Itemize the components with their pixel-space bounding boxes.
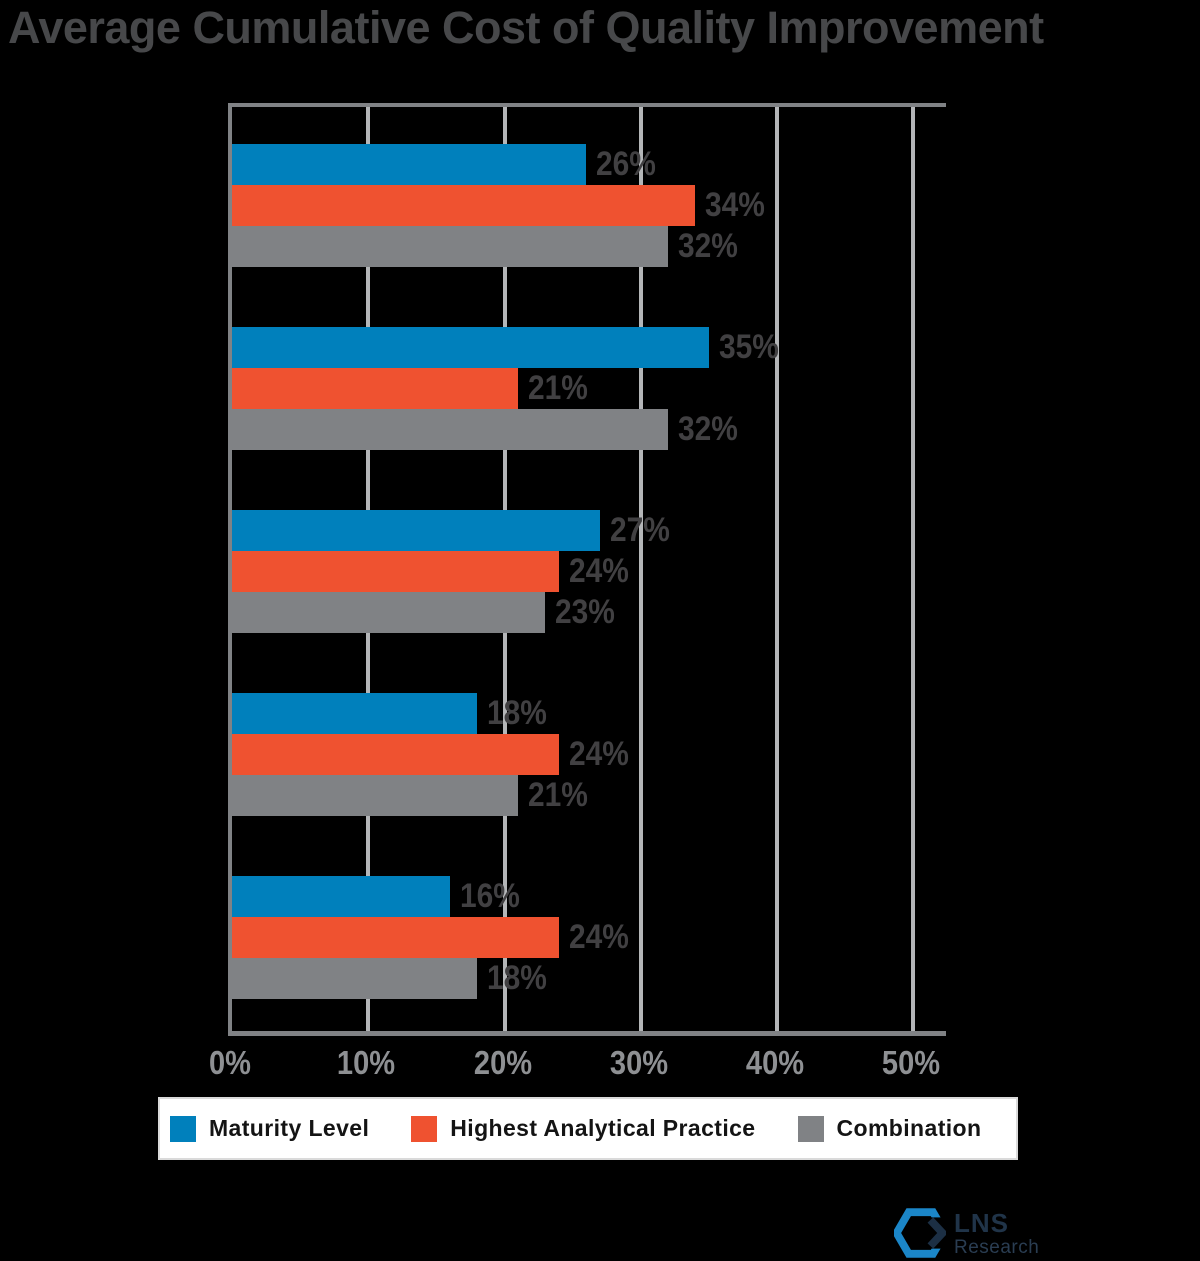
- bar-value-label: 32%: [678, 227, 738, 265]
- bar: [232, 958, 478, 999]
- gridline: [911, 107, 916, 1031]
- bar-row: 18%: [232, 958, 946, 999]
- bar-row: 23%: [232, 592, 946, 633]
- bar-value-label: 23%: [555, 593, 616, 631]
- bar-value-label: 18%: [487, 694, 548, 732]
- bar-row: 27%: [232, 510, 946, 551]
- bar: [232, 368, 519, 409]
- bar-row: 34%: [232, 185, 946, 226]
- lns-hexagon-logo-icon: [894, 1208, 946, 1258]
- gridline: [638, 107, 643, 1031]
- bar-row: 32%: [232, 409, 946, 450]
- bar-row: 26%: [232, 144, 946, 185]
- bar-row: 35%: [232, 327, 946, 368]
- bar-row: 18%: [232, 693, 946, 734]
- bar-row: 24%: [232, 734, 946, 775]
- bar-value-label: 32%: [678, 410, 738, 448]
- chart-title: Average Cumulative Cost of Quality Impro…: [8, 2, 1044, 53]
- x-tick-label: 10%: [337, 1044, 396, 1081]
- bar: [232, 917, 560, 958]
- x-tick-label: 20%: [473, 1044, 532, 1081]
- bar-value-label: 35%: [718, 328, 779, 366]
- bar: [232, 144, 587, 185]
- bar: [232, 327, 709, 368]
- bar-row: 21%: [232, 775, 946, 816]
- bar-value-label: 18%: [487, 959, 548, 997]
- plot-area: 26% 34% 32% 35% 21% 32% 27% 24% 23% 18% 24% 21% 16% 2…: [228, 103, 946, 1036]
- bar-value-label: 21%: [528, 776, 589, 814]
- legend-label: Highest Analytical Practice: [450, 1115, 756, 1141]
- x-axis-tick-labels: 0% 10% 20% 30% 40% 50%: [209, 1044, 944, 1081]
- bar-row: 21%: [232, 368, 946, 409]
- bar: [232, 510, 600, 551]
- bar-row: 24%: [232, 551, 946, 592]
- bar-value-label: 16%: [460, 877, 520, 915]
- bar-value-label: 24%: [569, 552, 629, 590]
- bar: [232, 226, 669, 267]
- logo-text: LNS Research: [954, 1210, 1039, 1257]
- bar: [232, 551, 560, 592]
- legend: Maturity Level Highest Analytical Practi…: [158, 1097, 1018, 1160]
- maturity-level-swatch-icon: [170, 1115, 196, 1142]
- bar: [232, 592, 546, 633]
- legend-item-highest-analytical-practice: Highest Analytical Practice: [411, 1115, 755, 1142]
- bar-value-label: 34%: [705, 186, 766, 224]
- highest-analytical-practice-swatch-icon: [411, 1115, 438, 1142]
- bar: [232, 734, 560, 775]
- bar-value-label: 26%: [596, 145, 657, 183]
- bar-row: 24%: [232, 917, 946, 958]
- bar: [232, 876, 450, 917]
- bar: [232, 409, 669, 450]
- bar: [232, 775, 519, 816]
- bar: [232, 185, 696, 226]
- bar-value-label: 27%: [609, 511, 670, 549]
- x-tick-label: 0%: [209, 1044, 251, 1081]
- bar-row: 32%: [232, 226, 946, 267]
- bar-value-label: 24%: [569, 918, 629, 956]
- legend-item-maturity-level: Maturity Level: [170, 1115, 369, 1142]
- bar-value-label: 21%: [528, 369, 589, 407]
- combination-swatch-icon: [797, 1115, 824, 1142]
- logo-brand-subname: Research: [954, 1236, 1040, 1258]
- x-tick-label: 40%: [745, 1044, 805, 1081]
- gridline: [775, 107, 780, 1031]
- bar: [232, 693, 478, 734]
- x-tick-label: 50%: [882, 1044, 941, 1081]
- legend-label: Maturity Level: [209, 1115, 370, 1141]
- x-tick-label: 30%: [609, 1044, 668, 1081]
- bar-row: 16%: [232, 876, 946, 917]
- legend-label: Combination: [836, 1115, 982, 1141]
- logo-brand-name: LNS: [954, 1207, 1009, 1238]
- legend-item-combination: Combination: [797, 1115, 982, 1142]
- lns-research-logo: LNS Research: [894, 1208, 1039, 1258]
- bar-value-label: 24%: [569, 735, 629, 773]
